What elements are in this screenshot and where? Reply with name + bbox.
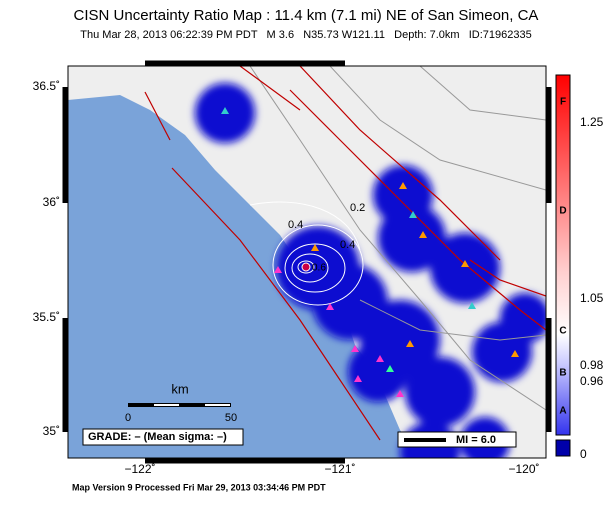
colorbar-label: 1.25 — [580, 115, 604, 129]
grade-letter: B — [559, 368, 566, 379]
colorbar-label: 0.98 — [580, 358, 604, 372]
subtitle: Thu Mar 28, 2013 06:22:39 PM PDT M 3.6 N… — [80, 29, 531, 41]
colorbar-label: 0 — [580, 447, 587, 461]
contour-label: 0.6 — [312, 263, 326, 274]
lat-label: 35.5˚ — [33, 310, 60, 324]
contour-label: 0.4 — [288, 219, 303, 231]
grade-box — [82, 428, 244, 446]
grade-letter: D — [559, 206, 566, 217]
mi-bar — [404, 438, 446, 442]
scale-segment — [154, 404, 179, 406]
grade-letter: A — [559, 406, 566, 417]
lon-label: −120˚ — [508, 462, 539, 476]
colorbar-zero — [555, 439, 571, 457]
epicenter — [301, 262, 311, 272]
stations — [221, 107, 519, 397]
scale-title: km — [171, 381, 188, 396]
contour-label: 0.2 — [350, 202, 365, 214]
mi-text: MI = 6.0 — [456, 434, 496, 446]
scale-segment — [205, 404, 230, 406]
contour-label: 0.4 — [340, 239, 355, 251]
scale-label: 0 — [125, 412, 131, 424]
title: CISN Uncertainty Ratio Map : 11.4 km (7.… — [74, 7, 539, 24]
grade-letter: F — [560, 97, 566, 108]
colorbar-label: 1.05 — [580, 291, 604, 305]
colorbar-label: 0.96 — [580, 374, 604, 388]
frame-ticks — [62, 60, 552, 464]
grade-letter: C — [559, 326, 566, 337]
lat-label: 35˚ — [43, 424, 60, 438]
footer: Map Version 9 Processed Fri Mar 29, 2013… — [72, 482, 326, 492]
lon-label: −121˚ — [324, 462, 355, 476]
scale-line — [128, 403, 231, 407]
scale-label: 50 — [225, 412, 237, 424]
roads — [249, 66, 546, 411]
grade-text: GRADE: – (Mean sigma: –) — [88, 431, 227, 443]
colorbar — [555, 74, 571, 436]
lat-label: 36.5˚ — [33, 79, 60, 93]
lat-label: 36˚ — [43, 195, 60, 209]
faults — [144, 66, 546, 441]
mi-box — [397, 431, 517, 448]
lon-label: −122˚ — [124, 462, 155, 476]
map-area: 0.2 0.4 0.4 0.6 — [68, 66, 546, 458]
map-frame — [67, 65, 547, 459]
